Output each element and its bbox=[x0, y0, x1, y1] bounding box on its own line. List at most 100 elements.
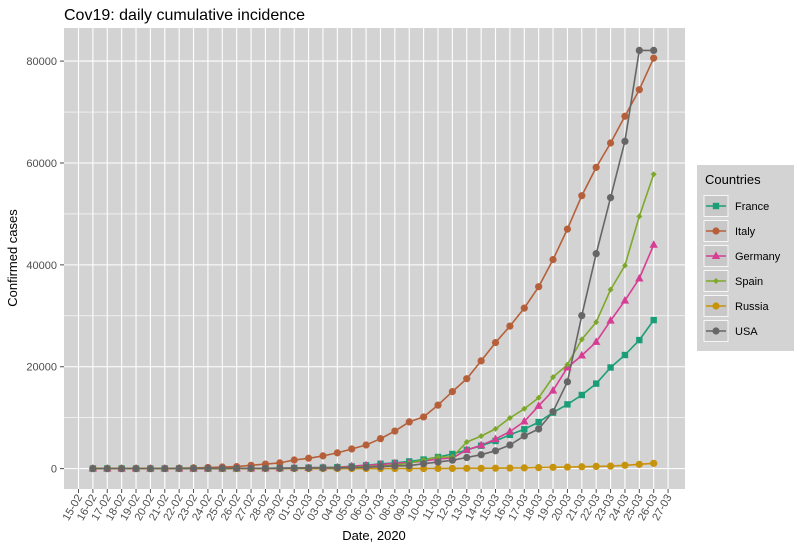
data-point-spain bbox=[650, 171, 657, 178]
data-point-usa bbox=[319, 464, 327, 472]
data-point-usa bbox=[621, 137, 629, 145]
data-point-italy bbox=[348, 445, 356, 453]
data-point-italy bbox=[578, 192, 586, 200]
data-point-spain bbox=[593, 319, 600, 326]
series-line-usa bbox=[92, 49, 654, 470]
data-point-france bbox=[621, 351, 629, 359]
data-point-russia bbox=[578, 463, 586, 471]
data-point-spain bbox=[492, 425, 499, 432]
data-point-germany bbox=[606, 316, 615, 324]
data-point-italy bbox=[405, 418, 413, 426]
legend: Countries France Italy Germany Spain Russia U… bbox=[697, 165, 794, 351]
legend-label-italy: Italy bbox=[735, 226, 756, 238]
data-point-usa bbox=[276, 464, 284, 472]
data-point-france bbox=[607, 364, 614, 371]
data-point-russia bbox=[606, 462, 615, 470]
data-point-usa bbox=[650, 46, 658, 55]
data-point-usa bbox=[118, 464, 126, 473]
data-point-italy bbox=[420, 413, 428, 421]
data-point-russia bbox=[635, 460, 643, 468]
data-point-germany bbox=[520, 416, 529, 425]
data-point-russia bbox=[491, 464, 500, 472]
legend-label-russia: Russia bbox=[735, 301, 770, 313]
data-point-germany bbox=[548, 385, 558, 394]
data-point-russia bbox=[448, 464, 456, 472]
data-point-usa bbox=[420, 460, 428, 468]
data-point-spain bbox=[478, 433, 485, 440]
data-point-italy bbox=[635, 86, 643, 94]
data-point-usa bbox=[89, 464, 97, 473]
data-point-russia bbox=[463, 464, 471, 472]
data-point-usa bbox=[578, 311, 586, 320]
data-point-usa bbox=[635, 46, 643, 55]
data-point-russia bbox=[535, 464, 543, 472]
data-point-germany bbox=[620, 295, 630, 304]
data-point-usa bbox=[132, 464, 140, 473]
data-point-france bbox=[636, 336, 643, 344]
data-point-usa bbox=[520, 432, 528, 440]
data-point-france bbox=[592, 380, 600, 387]
data-point-spain bbox=[621, 262, 628, 269]
data-point-usa bbox=[103, 464, 111, 473]
data-point-usa bbox=[233, 464, 241, 472]
x-axis-title: Date, 2020 bbox=[342, 528, 406, 543]
data-point-usa bbox=[391, 462, 399, 470]
legend-marker-germany bbox=[711, 251, 721, 259]
data-point-spain bbox=[636, 213, 643, 220]
data-point-france bbox=[506, 431, 514, 439]
data-point-italy bbox=[650, 54, 658, 62]
data-point-russia bbox=[506, 464, 514, 472]
data-point-france bbox=[535, 418, 542, 426]
data-point-usa bbox=[290, 464, 298, 472]
data-point-usa bbox=[606, 194, 615, 202]
data-point-italy bbox=[434, 401, 442, 409]
plot-panel bbox=[64, 28, 685, 489]
data-point-germany bbox=[476, 440, 486, 449]
data-point-spain bbox=[564, 361, 571, 368]
data-point-italy bbox=[506, 322, 514, 330]
data-point-usa bbox=[348, 463, 356, 472]
data-point-italy bbox=[592, 163, 600, 171]
data-point-france bbox=[521, 426, 528, 433]
data-point-spain bbox=[521, 405, 528, 412]
data-point-germany bbox=[462, 445, 471, 453]
data-point-germany bbox=[649, 240, 658, 248]
data-point-italy bbox=[319, 452, 327, 460]
data-point-germany bbox=[591, 337, 601, 345]
y-tick-label: 60000 bbox=[26, 158, 57, 170]
data-point-usa bbox=[506, 441, 514, 449]
data-point-usa bbox=[218, 464, 226, 472]
data-point-usa bbox=[146, 464, 154, 473]
data-point-france bbox=[564, 401, 571, 408]
data-point-italy bbox=[549, 255, 557, 264]
data-point-germany bbox=[635, 273, 644, 282]
y-tick-label: 0 bbox=[51, 464, 57, 476]
data-point-spain bbox=[506, 414, 513, 421]
data-point-usa bbox=[448, 456, 456, 464]
data-point-usa bbox=[535, 425, 543, 433]
data-point-usa bbox=[434, 458, 442, 466]
legend-marker-russia bbox=[712, 302, 720, 310]
data-point-italy bbox=[304, 454, 313, 462]
data-point-usa bbox=[204, 464, 212, 473]
data-point-france bbox=[650, 316, 657, 324]
data-point-germany bbox=[491, 434, 500, 443]
data-point-usa bbox=[333, 464, 341, 472]
data-point-usa bbox=[549, 408, 557, 416]
legend-marker-italy bbox=[712, 227, 720, 235]
data-point-italy bbox=[606, 139, 615, 147]
y-axis-title: Confirmed cases bbox=[5, 209, 20, 307]
data-point-usa bbox=[304, 464, 313, 472]
data-point-italy bbox=[621, 112, 629, 120]
data-point-spain bbox=[435, 454, 441, 461]
y-tick-label: 80000 bbox=[26, 56, 57, 68]
y-axis: 0 20000 40000 60000 80000 bbox=[26, 56, 64, 476]
data-point-france bbox=[578, 391, 585, 399]
data-point-usa bbox=[247, 464, 255, 472]
y-tick-label: 20000 bbox=[26, 362, 57, 374]
data-point-italy bbox=[520, 304, 528, 312]
data-point-usa bbox=[592, 250, 600, 258]
data-point-italy bbox=[477, 357, 485, 365]
data-point-spain bbox=[463, 438, 470, 445]
